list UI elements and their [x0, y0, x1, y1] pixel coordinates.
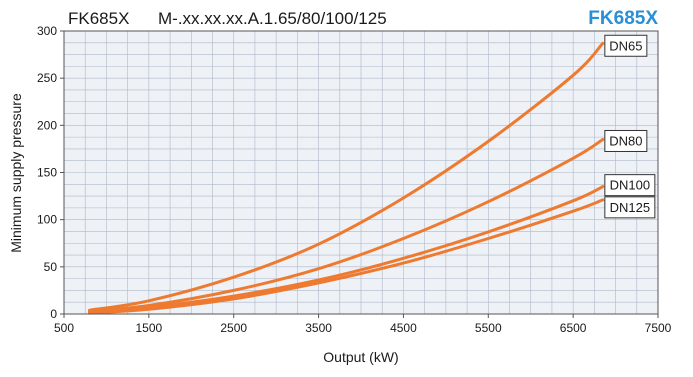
header-model: FK685X [68, 9, 129, 28]
axis-layer [60, 30, 659, 318]
y-tick-label: 100 [37, 213, 57, 227]
x-tick-label: 5500 [475, 321, 502, 335]
x-tick-label: 4500 [390, 321, 417, 335]
series-label-box-dn100 [604, 174, 656, 197]
series-layer [88, 41, 605, 315]
y-tick-label: 300 [37, 24, 57, 38]
series-label-dn100: DN100 [610, 178, 650, 193]
x-tick-label: 7500 [645, 321, 672, 335]
y-tick-label: 50 [44, 260, 58, 274]
y-tick-label: 250 [37, 71, 57, 85]
y-axis-title: Minimum supply pressure [8, 93, 24, 253]
x-tick-label: 6500 [560, 321, 587, 335]
series-label-dn80: DN80 [609, 133, 642, 148]
series-label-dn125: DN125 [610, 200, 650, 215]
header-variant: M-.xx.xx.xx.A.1.65/80/100/125 [158, 9, 387, 28]
x-tick-label: 3500 [305, 321, 332, 335]
series-line-dn100 [88, 185, 605, 314]
series-line-dn80 [88, 138, 605, 313]
label-layer: 500 1500 2500 3500 4500 5500 6500 7500 0 50 100 150… [37, 24, 672, 335]
series-label-box-dn80 [604, 129, 648, 152]
y-tick-label: 200 [37, 118, 57, 132]
series-label-box-dn65 [604, 34, 648, 57]
y-tick-label: 0 [50, 307, 57, 321]
grid-layer [63, 30, 659, 315]
x-tick-label: 1500 [136, 321, 163, 335]
series-label-dn65: DN65 [609, 38, 642, 53]
brand-logo-text: FK685X [588, 8, 658, 29]
series-line-dn65 [88, 41, 605, 312]
series-line-dn125 [88, 198, 605, 315]
y-tick-label: 150 [37, 166, 57, 180]
series-label-box-dn125 [604, 196, 656, 219]
x-tick-label: 2500 [220, 321, 247, 335]
x-tick-label: 500 [54, 321, 74, 335]
x-axis-title: Output (kW) [323, 349, 398, 365]
